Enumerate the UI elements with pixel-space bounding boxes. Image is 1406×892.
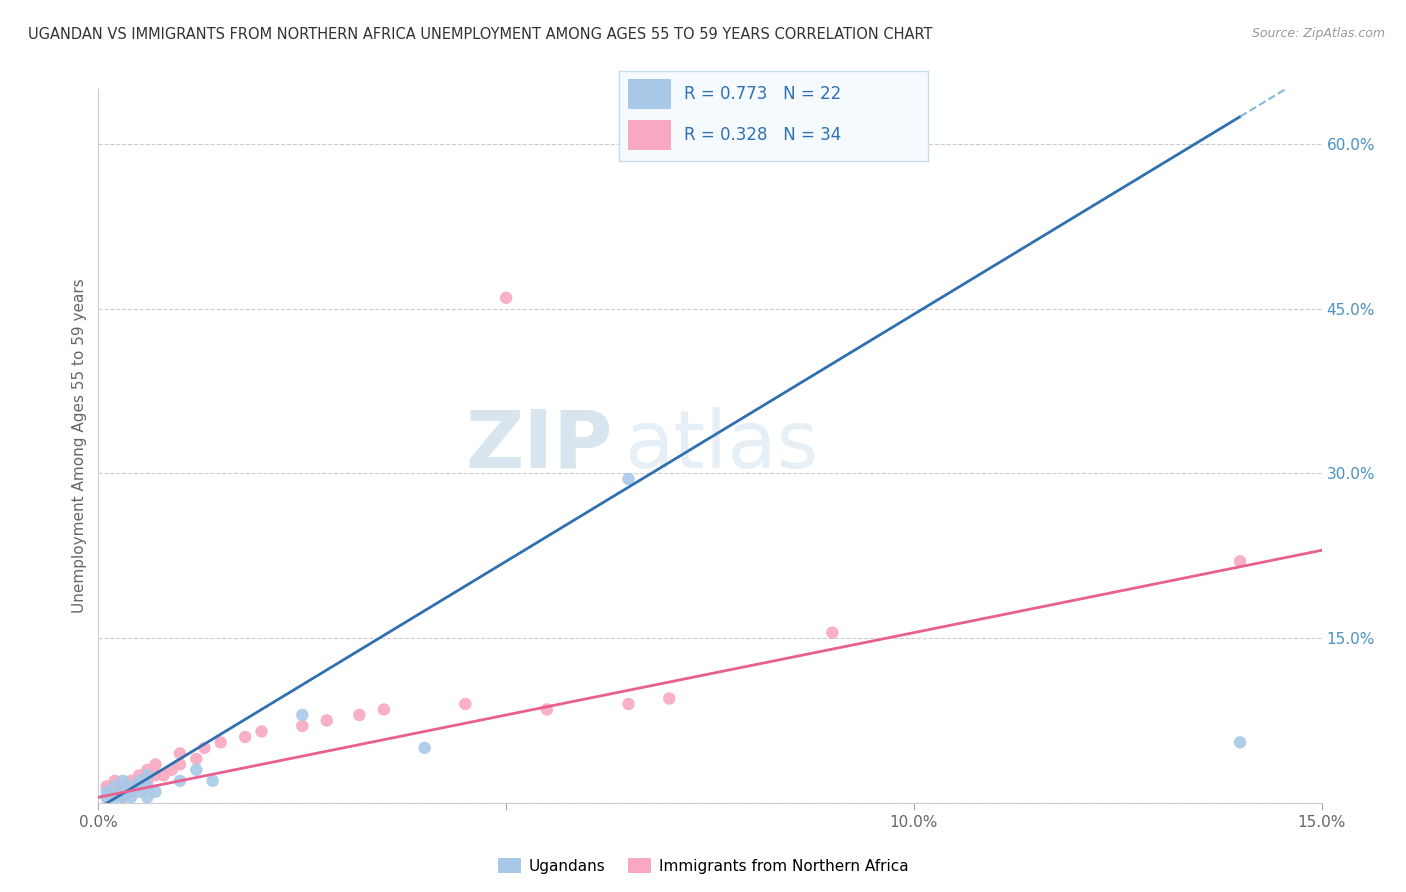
Legend: Ugandans, Immigrants from Northern Africa: Ugandans, Immigrants from Northern Afric… — [492, 852, 914, 880]
Point — [291, 719, 314, 733]
Point — [169, 757, 191, 772]
Point — [145, 768, 167, 782]
Point — [120, 785, 142, 799]
Point — [250, 724, 273, 739]
Point — [169, 773, 191, 788]
Text: Source: ZipAtlas.com: Source: ZipAtlas.com — [1251, 27, 1385, 40]
Point — [128, 773, 150, 788]
Point — [128, 785, 150, 799]
Point — [136, 763, 159, 777]
Point — [454, 697, 477, 711]
Point — [617, 472, 640, 486]
Point — [315, 714, 337, 728]
Point — [120, 790, 142, 805]
Bar — [628, 120, 671, 150]
Point — [145, 785, 167, 799]
Point — [120, 780, 142, 794]
Point — [193, 740, 215, 755]
Text: R = 0.773   N = 22: R = 0.773 N = 22 — [683, 85, 841, 103]
Point — [349, 708, 371, 723]
Point — [96, 790, 118, 805]
Point — [617, 697, 640, 711]
Point — [136, 790, 159, 805]
Point — [169, 747, 191, 761]
Point — [821, 625, 844, 640]
Point — [413, 740, 436, 755]
Point — [186, 763, 208, 777]
Point — [291, 708, 314, 723]
Point — [128, 768, 150, 782]
Point — [536, 702, 558, 716]
Point — [111, 785, 134, 799]
Point — [136, 773, 159, 788]
Point — [104, 790, 127, 805]
Point — [120, 773, 142, 788]
Point — [104, 773, 127, 788]
Point — [111, 790, 134, 805]
Point — [373, 702, 395, 716]
Point — [145, 757, 167, 772]
Point — [233, 730, 256, 744]
Point — [111, 773, 134, 788]
Y-axis label: Unemployment Among Ages 55 to 59 years: Unemployment Among Ages 55 to 59 years — [72, 278, 87, 614]
Point — [1229, 735, 1251, 749]
Text: atlas: atlas — [624, 407, 818, 485]
Point — [96, 790, 118, 805]
Text: UGANDAN VS IMMIGRANTS FROM NORTHERN AFRICA UNEMPLOYMENT AMONG AGES 55 TO 59 YEAR: UGANDAN VS IMMIGRANTS FROM NORTHERN AFRI… — [28, 27, 932, 42]
Point — [96, 785, 118, 799]
Point — [152, 768, 174, 782]
Point — [160, 763, 183, 777]
Bar — [628, 79, 671, 109]
Point — [495, 291, 517, 305]
Point — [111, 790, 134, 805]
Point — [104, 780, 127, 794]
Point — [104, 785, 127, 799]
Point — [1229, 554, 1251, 568]
Point — [96, 780, 118, 794]
Point — [128, 780, 150, 794]
Point — [209, 735, 232, 749]
Point — [111, 780, 134, 794]
Text: R = 0.328   N = 34: R = 0.328 N = 34 — [683, 126, 841, 145]
Text: ZIP: ZIP — [465, 407, 612, 485]
Point — [136, 780, 159, 794]
Point — [658, 691, 681, 706]
Point — [201, 773, 224, 788]
Point — [186, 752, 208, 766]
Point — [136, 768, 159, 782]
